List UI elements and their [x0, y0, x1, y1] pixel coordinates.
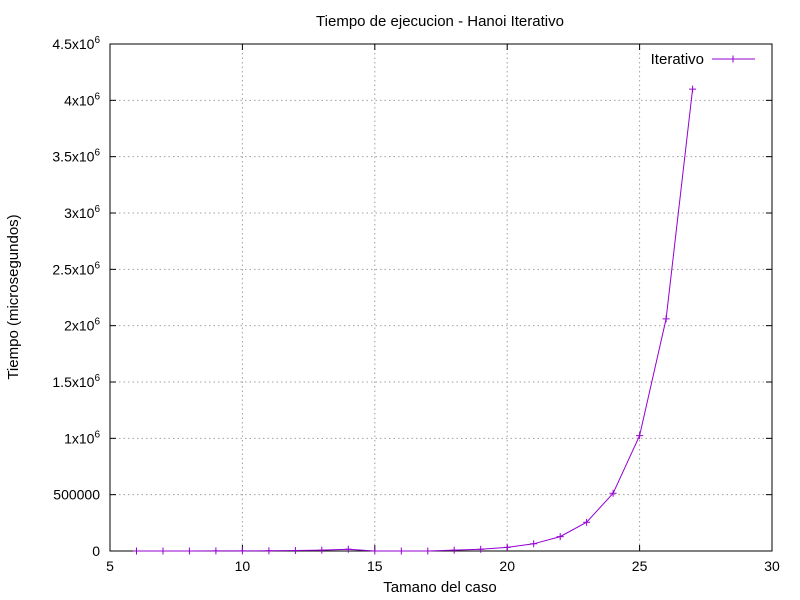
y-tick-label: 2.5x106 — [52, 260, 100, 277]
y-tick-label-base: 2.5x10 — [52, 261, 94, 277]
series-group — [133, 85, 697, 555]
legend: Iterativo — [651, 51, 755, 68]
data-point — [583, 518, 591, 526]
y-tick-label-base: 4x10 — [64, 92, 95, 108]
data-point — [424, 547, 432, 555]
data-point — [662, 315, 670, 323]
y-tick-label: 1.5x106 — [52, 373, 100, 390]
y-tick-label-exponent: 6 — [94, 35, 100, 46]
x-tick-label: 30 — [764, 558, 780, 574]
y-tick-label-base: 0 — [92, 543, 100, 559]
data-point — [265, 547, 273, 555]
y-tick-label-base: 2x10 — [64, 318, 95, 334]
data-point — [609, 489, 617, 497]
axis-ticks: 5 10 15 20 25 3005000001x1061.5x1062x1062.5x1… — [52, 35, 780, 574]
legend-label: Iterativo — [651, 51, 704, 68]
series-line — [136, 89, 694, 552]
y-tick-label-exponent: 6 — [94, 260, 100, 271]
y-tick-label-exponent: 6 — [94, 91, 100, 102]
y-tick-label: 2x106 — [64, 317, 100, 334]
x-tick-label: 10 — [235, 558, 251, 574]
x-tick-label: 25 — [632, 558, 648, 574]
chart-title: Tiempo de ejecucion - Hanoi Iterativo — [316, 13, 564, 30]
data-point — [185, 547, 193, 555]
data-point — [636, 432, 644, 440]
data-point — [689, 85, 697, 93]
data-point — [212, 547, 220, 555]
data-point — [556, 533, 564, 541]
x-axis-label: Tamano del caso — [383, 579, 496, 596]
y-tick-label-exponent: 6 — [94, 429, 100, 440]
y-tick-label-base: 4.5x10 — [52, 36, 94, 52]
y-tick-label: 3.5x106 — [52, 148, 100, 165]
data-point — [530, 540, 538, 548]
x-tick-label: 5 — [106, 558, 114, 574]
y-tick-label-base: 1.5x10 — [52, 374, 94, 390]
y-axis-label: Tiempo (microsegundos) — [5, 214, 22, 379]
y-tick-label-base: 1x10 — [64, 430, 95, 446]
data-point — [477, 545, 485, 553]
data-point — [318, 546, 326, 554]
y-tick-label-base: 3x10 — [64, 205, 95, 221]
y-tick-label-exponent: 6 — [94, 317, 100, 328]
data-point — [371, 547, 379, 555]
x-tick-label: 20 — [499, 558, 515, 574]
y-tick-label: 4.5x106 — [52, 35, 100, 52]
y-tick-label: 1x106 — [64, 429, 100, 446]
data-point — [133, 547, 140, 555]
y-tick-label: 3x106 — [64, 204, 100, 221]
y-tick-label: 500000 — [53, 487, 100, 503]
y-tick-label-exponent: 6 — [94, 373, 100, 384]
grid-lines — [110, 44, 772, 551]
legend-marker — [729, 55, 737, 63]
data-point — [159, 547, 167, 555]
y-tick-label: 4x106 — [64, 91, 100, 108]
x-tick-label: 15 — [367, 558, 383, 574]
data-point — [450, 546, 458, 554]
data-point — [291, 547, 299, 554]
data-point — [503, 543, 511, 551]
y-tick-label: 0 — [92, 543, 100, 559]
y-tick-label-exponent: 6 — [94, 148, 100, 159]
y-tick-label-base: 3.5x10 — [52, 149, 94, 165]
data-point — [344, 545, 352, 553]
data-point — [238, 547, 246, 555]
y-tick-label-exponent: 6 — [94, 204, 100, 215]
data-point — [397, 547, 405, 555]
y-tick-label-base: 500000 — [53, 487, 100, 503]
